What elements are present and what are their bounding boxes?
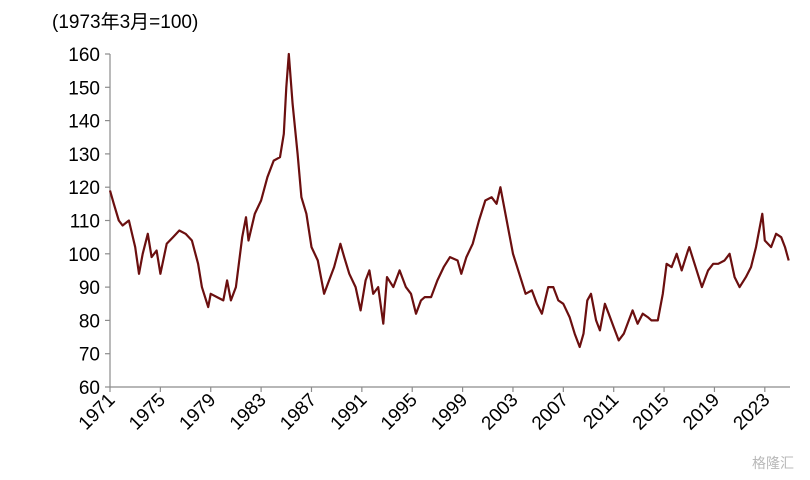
- x-tick-label: 1979: [176, 390, 221, 435]
- x-tick-label: 1999: [427, 390, 472, 435]
- x-tick-label: 2007: [528, 390, 573, 435]
- x-tick-label: 2011: [579, 390, 623, 434]
- x-tick-label: 1991: [327, 390, 372, 435]
- watermark: 格隆汇: [752, 455, 794, 471]
- y-tick-label: 120: [68, 178, 100, 199]
- y-tick-label: 70: [79, 345, 100, 366]
- y-tick-label: 130: [68, 145, 100, 166]
- x-tick-label: 1987: [276, 390, 321, 435]
- x-tick-label: 2003: [478, 390, 523, 435]
- y-tick-label: 140: [68, 112, 100, 133]
- data-line: [108, 52, 790, 349]
- y-tick-label: 100: [68, 245, 100, 266]
- x-tick-label: 1983: [226, 390, 271, 435]
- x-tick-label: 1975: [125, 390, 170, 435]
- y-tick-label: 160: [68, 45, 100, 66]
- x-tick-label: 2019: [679, 390, 724, 435]
- y-tick-label: 110: [70, 212, 100, 233]
- x-tick-label: 2015: [629, 390, 674, 435]
- x-tick-label: 1995: [377, 390, 422, 435]
- x-tick-label: 2023: [730, 390, 775, 435]
- y-tick-label: 60: [79, 378, 100, 399]
- y-axis-label: (1973年3月=100): [52, 11, 198, 33]
- y-tick-label: 150: [68, 78, 100, 99]
- y-tick-label: 90: [79, 278, 100, 299]
- y-tick-label: 80: [79, 311, 100, 332]
